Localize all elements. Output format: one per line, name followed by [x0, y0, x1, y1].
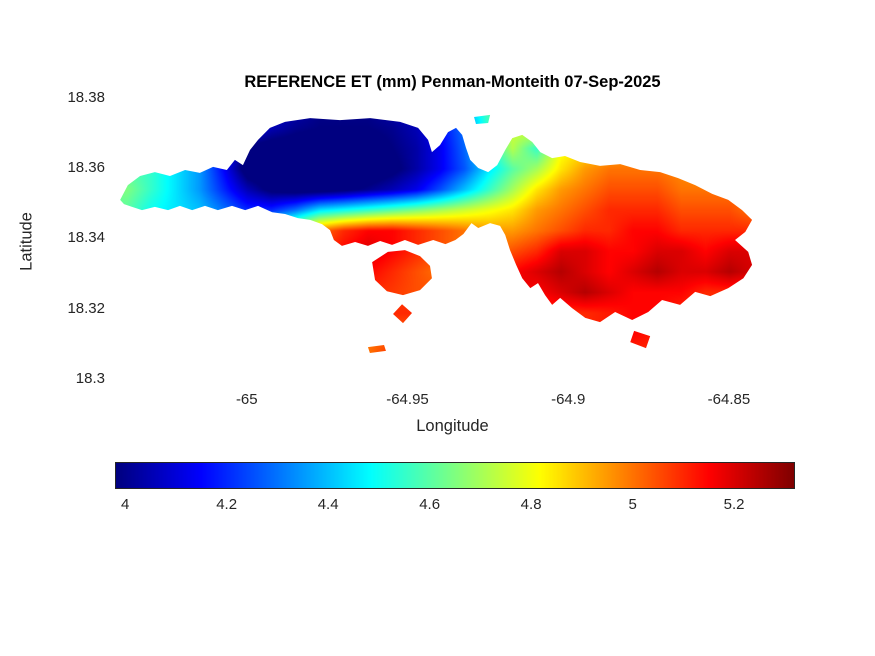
colorbar-tick-label: 4.4 [317, 496, 339, 513]
colorbar-tick-label: 4.2 [216, 496, 238, 513]
x-tick-label: -64.9 [551, 391, 586, 408]
colorbar-tick-label: 5 [628, 496, 637, 513]
y-tick-label: 18.38 [67, 89, 105, 106]
y-axis-label: Latitude [17, 212, 36, 271]
colorbar-tick-label: 5.2 [723, 496, 745, 513]
y-tick-label: 18.36 [67, 159, 105, 177]
x-tick-label: -65 [235, 391, 258, 408]
colorbar [115, 462, 795, 489]
map-canvas [115, 97, 790, 385]
colorbar-tick-label: 4.6 [419, 496, 441, 513]
colorbar-canvas [116, 463, 794, 488]
colorbar-ticks: 4 4.2 4.4 4.6 4.8 5 5.2 [115, 496, 795, 516]
colorbar-tick-label: 4 [120, 496, 130, 513]
x-tick-label: -64.95 [386, 391, 429, 408]
y-tick-label: 18.34 [67, 229, 105, 247]
chart-title: REFERENCE ET (mm) Penman-Monteith 07-Sep… [244, 73, 661, 91]
x-axis-label: Longitude [416, 417, 489, 435]
y-tick-label: 18.3 [75, 369, 105, 387]
x-tick-label: -64.85 [707, 391, 751, 408]
y-tick-label: 18.32 [67, 299, 105, 317]
colorbar-tick-label: 4.8 [520, 496, 542, 513]
